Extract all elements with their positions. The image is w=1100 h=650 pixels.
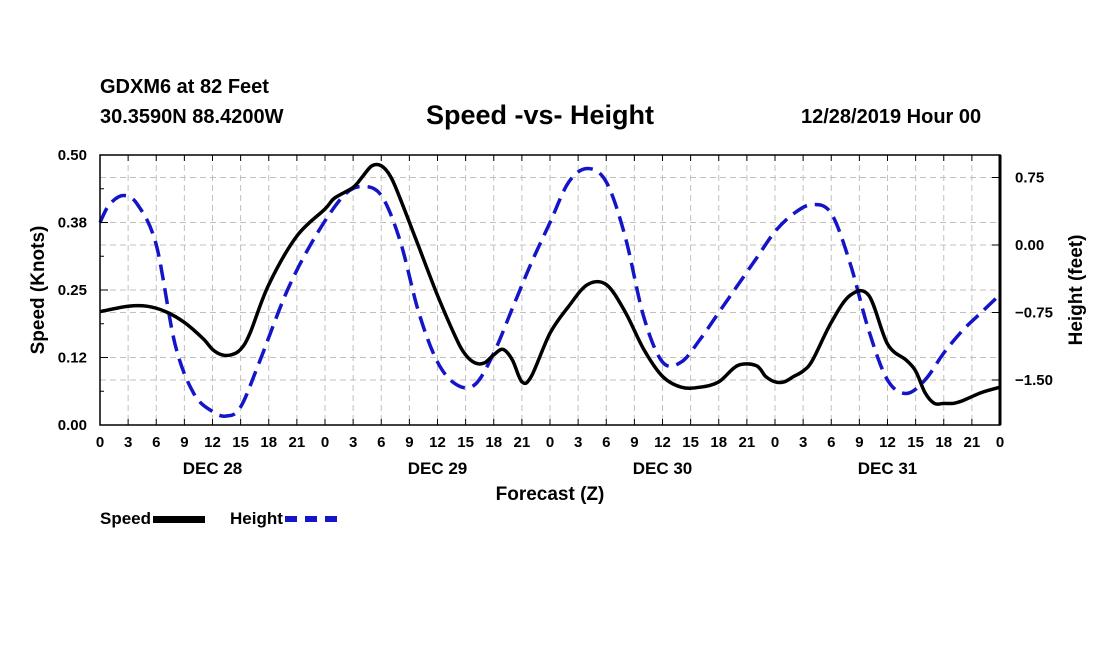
x-tick-label: 6	[152, 434, 160, 451]
series-height-line	[98, 166, 1002, 418]
x-tick-label: 0	[321, 434, 329, 451]
legend-height-swatch	[284, 516, 337, 522]
x-tick-label: 18	[260, 434, 277, 451]
forecast-timestamp: 12/28/2019 Hour 00	[801, 106, 982, 128]
x-tick-label: 12	[879, 434, 896, 451]
chart-title: Speed -vs- Height	[426, 100, 655, 130]
x-tick-label: 3	[124, 434, 132, 451]
x-tick-label: 9	[180, 434, 188, 451]
x-tick-label: 21	[514, 434, 531, 451]
coordinates-label: 30.3590N 88.4200W	[100, 106, 284, 128]
y-axis-label: Speed (Knots)	[28, 226, 49, 355]
x-tick-label: 0	[546, 434, 554, 451]
legend-speed-label: Speed	[100, 509, 152, 528]
x-tick-label: 21	[739, 434, 756, 451]
x-tick-label: 15	[682, 434, 699, 451]
x-tick-label: 3	[574, 434, 582, 451]
day-label: DEC 30	[633, 459, 693, 478]
x-tick-label: 12	[429, 434, 446, 451]
x-tick-label: 18	[935, 434, 952, 451]
y2-axis-label: Height (feet)	[1066, 235, 1087, 346]
legend-speed: Speed	[100, 509, 206, 529]
x-tick-label: 6	[827, 434, 835, 451]
x-tick-label: 9	[630, 434, 638, 451]
x-tick-label: 15	[457, 434, 474, 451]
station-label: GDXM6 at 82 Feet	[100, 76, 269, 98]
y-tick-label: 0.00	[58, 417, 87, 434]
x-axis-label: Forecast (Z)	[496, 484, 605, 505]
x-tick-label: 21	[289, 434, 306, 451]
series-layer	[98, 162, 1002, 418]
x-tick-label: 15	[907, 434, 924, 451]
x-tick-label: 0	[996, 434, 1004, 451]
day-label: DEC 31	[858, 459, 918, 478]
x-tick-label: 9	[405, 434, 413, 451]
x-tick-label: 9	[855, 434, 863, 451]
legend-height: Height	[230, 509, 337, 529]
x-tick-label: 3	[799, 434, 807, 451]
x-tick-label: 18	[485, 434, 502, 451]
x-tick-label: 0	[96, 434, 104, 451]
x-tick-label: 12	[204, 434, 221, 451]
x-tick-label: 15	[232, 434, 249, 451]
x-tick-label: 21	[964, 434, 981, 451]
x-tick-label: 12	[654, 434, 671, 451]
x-tick-label: 6	[377, 434, 385, 451]
x-tick-label: 0	[771, 434, 779, 451]
y2-tick-label: −0.75	[1015, 305, 1053, 322]
x-tick-label: 18	[710, 434, 727, 451]
x-tick-label: 6	[602, 434, 610, 451]
y2-tick-label: 0.75	[1015, 170, 1044, 187]
y-tick-label: 0.12	[58, 350, 87, 367]
x-tick-label: 3	[349, 434, 357, 451]
day-label: DEC 29	[408, 459, 468, 478]
axes: 0 3 6 9 12 15 18 21 0 3 6 9 12 15 18 21 0 3 6 9 12 15 18 21 0 3 6 9…	[58, 147, 1053, 478]
y-tick-label: 0.50	[58, 147, 87, 164]
y-tick-label: 0.38	[58, 215, 87, 232]
y-tick-label: 0.25	[58, 282, 87, 299]
day-label: DEC 28	[183, 459, 243, 478]
series-speed-line	[99, 162, 1001, 406]
y2-tick-label: −1.50	[1015, 372, 1053, 389]
legend-speed-swatch	[153, 515, 206, 523]
legend-height-label: Height	[230, 509, 283, 528]
y2-tick-label: 0.00	[1015, 237, 1044, 254]
